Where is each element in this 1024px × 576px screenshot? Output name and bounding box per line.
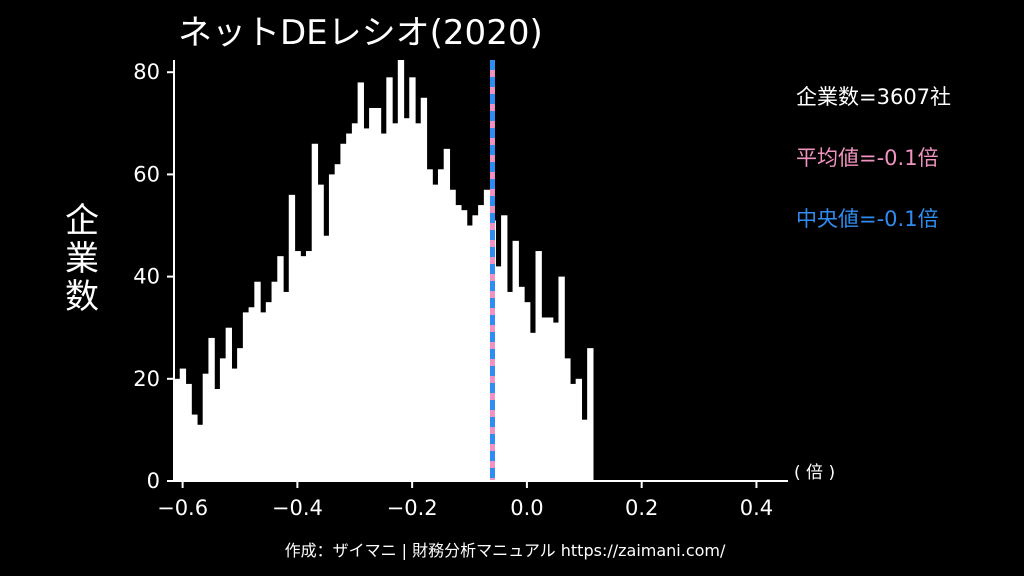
histogram-bar [317, 184, 324, 481]
histogram-bar [529, 332, 537, 481]
histogram-bar [174, 378, 181, 481]
histogram-bar [225, 327, 232, 481]
histogram-bar [265, 302, 273, 481]
histogram-bar [409, 77, 416, 481]
chart-title: ネットDEレシオ(2020) [178, 13, 543, 53]
histogram-bar [231, 368, 238, 481]
histogram-bar [466, 225, 473, 481]
histogram-bar [191, 414, 198, 481]
histogram-bar [564, 358, 571, 481]
histogram-bar [420, 97, 428, 481]
histogram-bar [541, 317, 548, 481]
y-tick-label: 40 [133, 265, 160, 289]
histogram-bar [426, 169, 433, 481]
y-axis-label-char: 数 [65, 277, 99, 317]
histogram-bar [369, 107, 376, 482]
histogram-bar [196, 424, 204, 481]
histogram-bar [340, 143, 347, 481]
x-tick-label: 0.4 [740, 496, 773, 520]
histogram-bar [283, 291, 290, 481]
histogram-bar [386, 77, 393, 481]
histogram-bar [305, 251, 313, 481]
histogram-bar [357, 82, 364, 481]
bars-group [174, 60, 594, 482]
histogram-bar [524, 302, 531, 481]
histogram-bar [202, 373, 210, 481]
histogram-bar [300, 256, 307, 481]
histogram-bar [478, 205, 485, 481]
histogram-bar [346, 133, 353, 481]
histogram-bar [237, 348, 244, 481]
histogram-bar [495, 266, 502, 481]
histogram-bar [397, 60, 405, 481]
histogram-bar [455, 205, 462, 481]
axes [173, 60, 788, 482]
histogram-bar [432, 184, 439, 481]
histogram-bar [472, 215, 479, 482]
histogram-bar [558, 276, 565, 481]
histogram-bar [208, 337, 215, 481]
y-tick-label: 60 [133, 162, 160, 186]
y-axis-label-char: 企 [65, 201, 99, 241]
histogram-bar [334, 164, 342, 481]
histogram-bar [518, 286, 525, 481]
x-tick-label: −0.2 [387, 496, 438, 520]
histogram-bar [575, 378, 583, 481]
histogram-bar [311, 143, 319, 481]
histogram-bar [351, 123, 359, 481]
y-axis-label-char: 業 [65, 239, 99, 279]
histogram-bar [587, 348, 594, 481]
histogram-bar [179, 368, 187, 481]
histogram-bar [460, 210, 468, 481]
x-tick-label: 0.2 [625, 496, 658, 520]
histogram-bar [260, 312, 267, 481]
annotation-text: 企業数=3607社 [796, 85, 951, 109]
histogram-bar [403, 118, 410, 482]
histogram-bar [294, 251, 301, 481]
histogram-bar [328, 174, 336, 482]
histogram-bar [254, 281, 261, 481]
x-tick-label: −0.4 [272, 496, 323, 520]
histogram-bar [581, 419, 588, 481]
x-tick-label: 0.0 [510, 496, 543, 520]
y-axis-label: 企業数 [65, 201, 99, 317]
histogram-bar [449, 189, 456, 481]
y-tick-label: 20 [133, 367, 160, 391]
histogram-bar [415, 123, 422, 481]
histogram-bar [271, 281, 278, 481]
histogram-bar [392, 123, 399, 481]
histogram-bar [506, 291, 514, 481]
y-tick-label: 80 [133, 60, 160, 84]
y-axis-label-text: 企業数 [65, 201, 99, 317]
histogram-bar [501, 215, 508, 482]
histogram-bar [443, 148, 451, 482]
histogram-bar [277, 256, 284, 481]
annotation-text: 平均値=-0.1倍 [796, 146, 939, 170]
histogram-bar [363, 128, 370, 482]
histogram-bar [214, 389, 221, 481]
histogram-bar [185, 383, 192, 481]
histogram-bar [242, 312, 250, 481]
histogram-bar [535, 251, 542, 481]
x-axis-unit: ( 倍 ) [794, 463, 835, 483]
ticks: −0.6 −0.4 −0.2 0.0 0.2 0.4 0 20 40 60 80 [133, 60, 773, 520]
histogram-bar [288, 194, 296, 482]
histogram-bar [569, 383, 577, 481]
histogram-bar [512, 240, 519, 481]
histogram-bar [248, 307, 255, 481]
histogram-bar [552, 322, 560, 481]
histogram-bar [323, 235, 330, 481]
histogram-bar [374, 107, 382, 482]
histogram-bar [380, 133, 387, 481]
histogram-bar [546, 317, 554, 481]
histogram-bar [219, 358, 227, 481]
y-tick-label: 0 [147, 469, 160, 493]
annotation-text: 中央値=-0.1倍 [796, 207, 939, 231]
histogram-bar [483, 189, 491, 481]
footer-credit: 作成：ザイマニ | 財務分析マニュアル https://zaimani.com/ [285, 541, 726, 560]
histogram-bar [437, 169, 445, 481]
x-tick-label: −0.6 [157, 496, 208, 520]
